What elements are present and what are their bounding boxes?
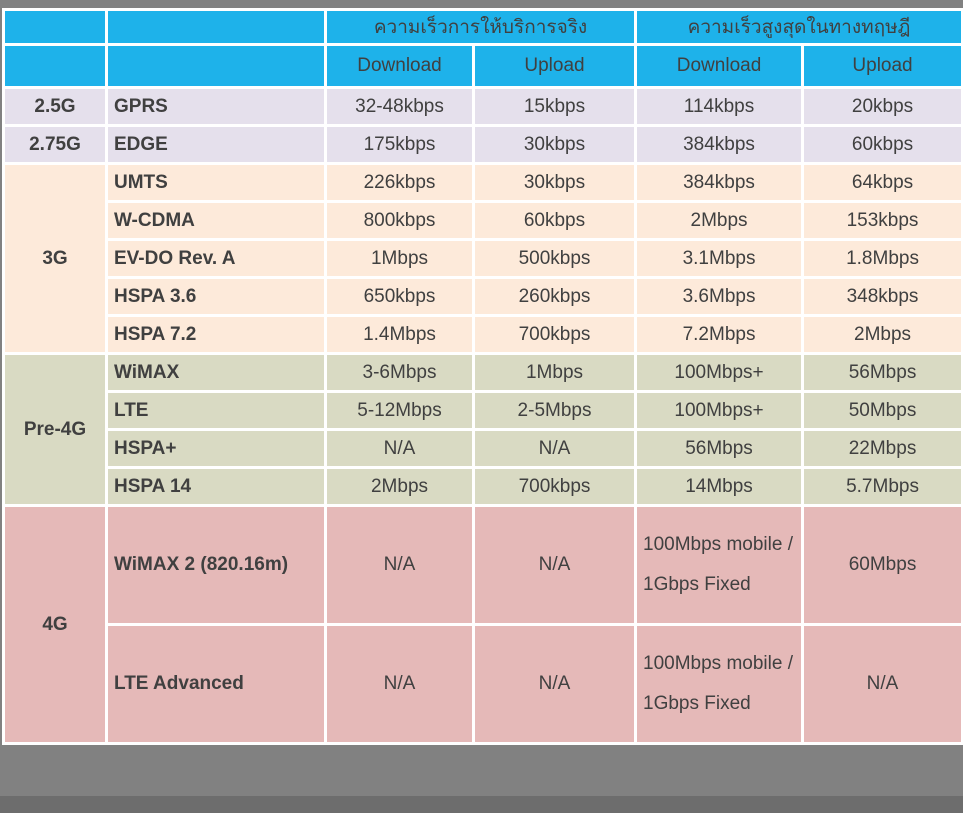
table-row: HSPA 14 2Mbps 700kbps 14Mbps 5.7Mbps [4,466,963,507]
header-actual-upload: Upload [471,43,638,89]
actual-upload-cell: 500kbps [471,238,638,279]
actual-upload-cell: 30kbps [471,162,638,203]
actual-download-cell: N/A [324,504,475,626]
actual-download-cell: 5-12Mbps [324,390,475,431]
theoretical-download-cell: 14Mbps [634,466,805,507]
header-theoretical-upload: Upload [801,43,963,89]
actual-download-cell: 1Mbps [324,238,475,279]
actual-download-cell: 1.4Mbps [324,314,475,355]
technology-cell: WiMAX [105,352,327,393]
header-blank-generation [2,43,108,89]
header-actual-download: Download [324,43,475,89]
theoretical-download-cell: 2Mbps [634,200,805,241]
theoretical-upload-cell: 60Mbps [801,504,963,626]
technology-cell: LTE Advanced [105,623,327,745]
technology-cell: HSPA 3.6 [105,276,327,317]
header-column-row: Download Upload Download Upload [2,43,963,89]
header-blank-technology [105,8,327,46]
theoretical-upload-cell: 60kbps [801,124,963,165]
table-row: Pre-4G WiMAX 3-6Mbps 1Mbps 100Mbps+ 56Mb… [2,352,963,507]
actual-upload-cell: 15kbps [471,86,638,127]
actual-upload-cell: 260kbps [471,276,638,317]
table-row: 2.5G GPRS 32-48kbps 15kbps 114kbps 20kbp… [2,86,963,127]
actual-download-cell: 226kbps [324,162,475,203]
actual-upload-cell: 30kbps [471,124,638,165]
theoretical-download-cell: 100Mbps+ [634,390,805,431]
actual-download-cell: 32-48kbps [324,86,475,127]
theoretical-download-cell: 384kbps [634,162,805,203]
actual-download-cell: N/A [324,623,475,745]
table-row: 2.75G EDGE 175kbps 30kbps 384kbps 60kbps [2,124,963,165]
generation-cell: 4G [2,504,108,745]
theoretical-download-cell: 114kbps [634,86,805,127]
table-row: 3G UMTS 226kbps 30kbps 384kbps 64kbps [2,162,963,355]
technology-cell: UMTS [105,162,327,203]
actual-download-cell: 800kbps [324,200,475,241]
theoretical-upload-cell: 348kbps [801,276,963,317]
table-row: W-CDMA 800kbps 60kbps 2Mbps 153kbps [4,200,963,241]
theoretical-download-cell: 3.6Mbps [634,276,805,317]
actual-download-cell: 2Mbps [324,466,475,507]
actual-upload-cell: N/A [471,504,638,626]
technology-cell: HSPA 7.2 [105,314,327,355]
header-theoretical-speed: ความเร็วสูงสุดในทางทฤษฎี [634,8,963,46]
actual-upload-cell: 1Mbps [471,352,638,393]
header-blank-generation [2,8,108,46]
actual-upload-cell: 700kbps [471,314,638,355]
actual-upload-cell: 2-5Mbps [471,390,638,431]
actual-upload-cell: N/A [471,623,638,745]
actual-download-cell: 3-6Mbps [324,352,475,393]
header-blank-technology [105,43,327,89]
theoretical-download-cell: 100Mbps mobile / 1Gbps Fixed [634,504,805,626]
generation-cell: 3G [2,162,108,355]
actual-upload-cell: 60kbps [471,200,638,241]
technology-cell: W-CDMA [105,200,327,241]
actual-download-cell: 175kbps [324,124,475,165]
table-row: EV-DO Rev. A 1Mbps 500kbps 3.1Mbps 1.8Mb… [4,238,963,279]
theoretical-download-cell: 3.1Mbps [634,238,805,279]
actual-upload-cell: N/A [471,428,638,469]
technology-cell: HSPA+ [105,428,327,469]
header-group-row: ความเร็วการให้บริการจริง ความเร็วสูงสุดใ… [2,8,963,46]
technology-cell: GPRS [105,86,327,127]
header-theoretical-download: Download [634,43,805,89]
theoretical-upload-cell: 22Mbps [801,428,963,469]
table-row: 4G WiMAX 2 (820.16m) N/A N/A 100Mbps mob… [2,504,963,745]
speed-comparison-table: ความเร็วการให้บริการจริง ความเร็วสูงสุดใ… [2,8,963,745]
theoretical-upload-cell: 1.8Mbps [801,238,963,279]
technology-cell: HSPA 14 [105,466,327,507]
actual-upload-cell: 700kbps [471,466,638,507]
actual-download-cell: 650kbps [324,276,475,317]
theoretical-upload-cell: 56Mbps [801,352,963,393]
table-row: HSPA 3.6 650kbps 260kbps 3.6Mbps 348kbps [4,276,963,317]
theoretical-download-cell: 56Mbps [634,428,805,469]
theoretical-download-cell: 100Mbps+ [634,352,805,393]
actual-download-cell: N/A [324,428,475,469]
theoretical-upload-cell: 2Mbps [801,314,963,355]
generation-cell: Pre-4G [2,352,108,507]
theoretical-upload-cell: 50Mbps [801,390,963,431]
table-row: LTE 5-12Mbps 2-5Mbps 100Mbps+ 50Mbps [4,390,963,431]
theoretical-upload-cell: 20kbps [801,86,963,127]
theoretical-upload-cell: 5.7Mbps [801,466,963,507]
theoretical-download-cell: 7.2Mbps [634,314,805,355]
header-actual-speed: ความเร็วการให้บริการจริง [323,8,638,46]
technology-cell: EV-DO Rev. A [105,238,327,279]
theoretical-download-cell: 384kbps [634,124,805,165]
theoretical-download-cell: 100Mbps mobile / 1Gbps Fixed [634,623,805,745]
table-row: HSPA+ N/A N/A 56Mbps 22Mbps [4,428,963,469]
theoretical-upload-cell: N/A [801,623,963,745]
bottom-shadow-bar [0,796,963,813]
table-row: HSPA 7.2 1.4Mbps 700kbps 7.2Mbps 2Mbps [4,314,963,355]
theoretical-upload-cell: 153kbps [801,200,963,241]
table-row: LTE Advanced N/A N/A 100Mbps mobile / 1G… [4,623,963,745]
theoretical-upload-cell: 64kbps [801,162,963,203]
technology-cell: LTE [105,390,327,431]
generation-cell: 2.75G [2,124,108,165]
generation-cell: 2.5G [2,86,108,127]
technology-cell: EDGE [105,124,327,165]
technology-cell: WiMAX 2 (820.16m) [105,504,327,626]
